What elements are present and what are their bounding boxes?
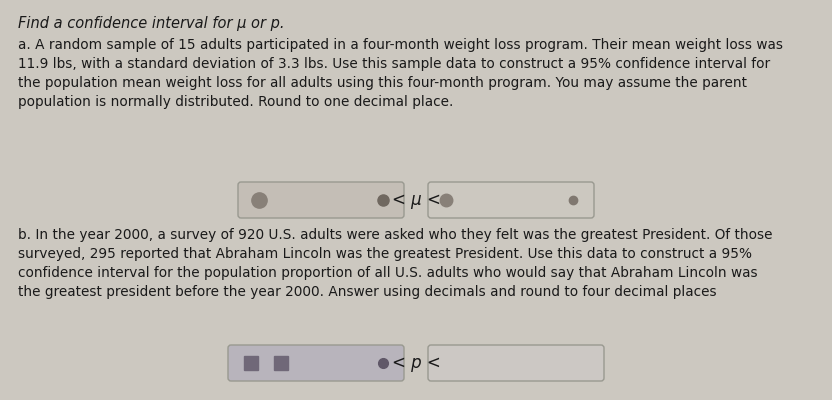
Text: < p <: < p <: [392, 354, 440, 372]
Text: Find a confidence interval for μ or p.: Find a confidence interval for μ or p.: [18, 16, 285, 31]
FancyBboxPatch shape: [228, 345, 404, 381]
FancyBboxPatch shape: [428, 182, 594, 218]
Text: a. A random sample of 15 adults participated in a four-month weight loss program: a. A random sample of 15 adults particip…: [18, 38, 783, 109]
Text: b. In the year 2000, a survey of 920 U.S. adults were asked who they felt was th: b. In the year 2000, a survey of 920 U.S…: [18, 228, 772, 299]
FancyBboxPatch shape: [428, 345, 604, 381]
Text: < μ <: < μ <: [392, 191, 440, 209]
FancyBboxPatch shape: [238, 182, 404, 218]
